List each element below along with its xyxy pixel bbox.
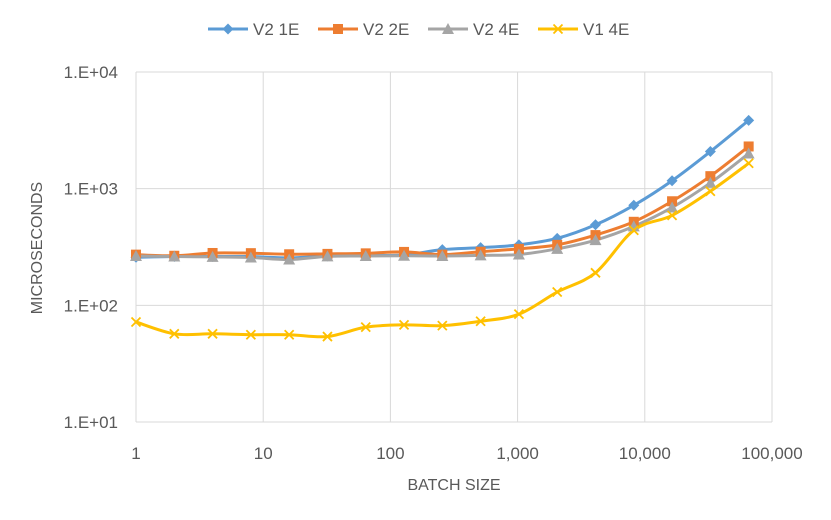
data-point-v2-4e bbox=[589, 234, 602, 246]
data-point-v2-1e bbox=[589, 219, 601, 231]
legend-label-v1-4e: V1 4E bbox=[583, 20, 629, 39]
data-point-v2-4e bbox=[704, 176, 717, 188]
data-point-v1-4e bbox=[207, 328, 218, 339]
data-point-v2-4e bbox=[398, 249, 411, 261]
data-point-v2-4e bbox=[359, 249, 372, 261]
data-point-v2-4e bbox=[551, 242, 564, 254]
x-axis-label: BATCH SIZE bbox=[407, 477, 500, 494]
data-point-v2-4e bbox=[168, 250, 181, 262]
data-point-v2-4e bbox=[742, 147, 755, 159]
y-axis-tick-labels: 1.E+01 1.E+02 1.E+03 1.E+04 bbox=[64, 63, 118, 432]
data-point-v1-4e bbox=[628, 225, 639, 236]
data-point-v2-2e bbox=[705, 171, 716, 182]
data-point-v1-4e bbox=[284, 329, 295, 340]
data-point-v2-4e bbox=[666, 201, 679, 213]
legend-marker-v2-4e bbox=[442, 23, 454, 34]
data-point-v2-4e bbox=[474, 249, 487, 261]
legend-marker-v2-2e bbox=[333, 24, 343, 34]
x-tick-label: 1,000 bbox=[496, 444, 539, 463]
data-point-v2-4e bbox=[627, 220, 640, 232]
legend-label-v2-4e: V2 4E bbox=[473, 20, 519, 39]
data-point-v1-4e bbox=[130, 316, 142, 328]
data-point-v2-4e bbox=[244, 251, 257, 263]
data-point-v2-4e bbox=[130, 249, 142, 261]
data-point-v1-4e bbox=[398, 319, 410, 331]
x-tick-label: 100,000 bbox=[741, 444, 802, 463]
data-point-v1-4e bbox=[705, 186, 716, 197]
data-point-v1-4e bbox=[743, 158, 754, 169]
y-tick-label: 1.E+01 bbox=[64, 413, 118, 432]
series-lines bbox=[134, 118, 751, 339]
x-tick-label: 1 bbox=[131, 444, 140, 463]
legend-marker-v1-4e bbox=[552, 23, 564, 35]
x-tick-label: 10,000 bbox=[619, 444, 671, 463]
y-tick-label: 1.E+02 bbox=[64, 296, 118, 315]
series-markers bbox=[130, 114, 755, 342]
data-point-v2-2e bbox=[667, 196, 678, 207]
series-line-v2-4e bbox=[134, 152, 751, 262]
data-point-v1-4e bbox=[437, 320, 448, 331]
data-point-v2-4e bbox=[321, 250, 334, 262]
data-point-v2-1e bbox=[628, 199, 640, 211]
data-point-v2-4e bbox=[283, 253, 296, 265]
data-point-v2-1e bbox=[704, 146, 716, 158]
legend: V2 1E V2 2E V2 4E V1 4E bbox=[208, 20, 629, 39]
x-tick-label: 100 bbox=[376, 444, 404, 463]
grid-lines bbox=[135, 71, 773, 423]
legend-marker-v2-1e bbox=[222, 23, 234, 35]
x-tick-label: 10 bbox=[254, 444, 273, 463]
data-point-v1-4e bbox=[322, 331, 333, 342]
data-point-v1-4e bbox=[552, 286, 563, 298]
y-tick-label: 1.E+04 bbox=[64, 63, 118, 82]
data-point-v2-1e bbox=[666, 175, 678, 187]
data-point-v2-4e bbox=[436, 249, 449, 261]
data-point-v1-4e bbox=[666, 210, 678, 221]
data-point-v1-4e bbox=[590, 267, 601, 278]
data-point-v1-4e bbox=[475, 316, 486, 327]
y-tick-label: 1.E+03 bbox=[64, 180, 118, 199]
data-point-v1-4e bbox=[513, 309, 525, 320]
x-axis-tick-labels: 1 10 100 1,000 10,000 100,000 bbox=[131, 444, 802, 463]
data-point-v2-2e bbox=[743, 141, 754, 152]
data-point-v2-4e bbox=[206, 250, 219, 262]
data-point-v1-4e bbox=[245, 329, 257, 340]
legend-label-v2-1e: V2 1E bbox=[253, 20, 299, 39]
y-axis-label: MICROSECONDS bbox=[29, 182, 46, 314]
series-line-v2-2e bbox=[134, 144, 751, 258]
data-point-v1-4e bbox=[169, 328, 180, 339]
data-point-v2-4e bbox=[512, 248, 525, 260]
legend-label-v2-2e: V2 2E bbox=[363, 20, 409, 39]
data-point-v2-1e bbox=[743, 114, 755, 126]
data-point-v1-4e bbox=[360, 322, 371, 333]
